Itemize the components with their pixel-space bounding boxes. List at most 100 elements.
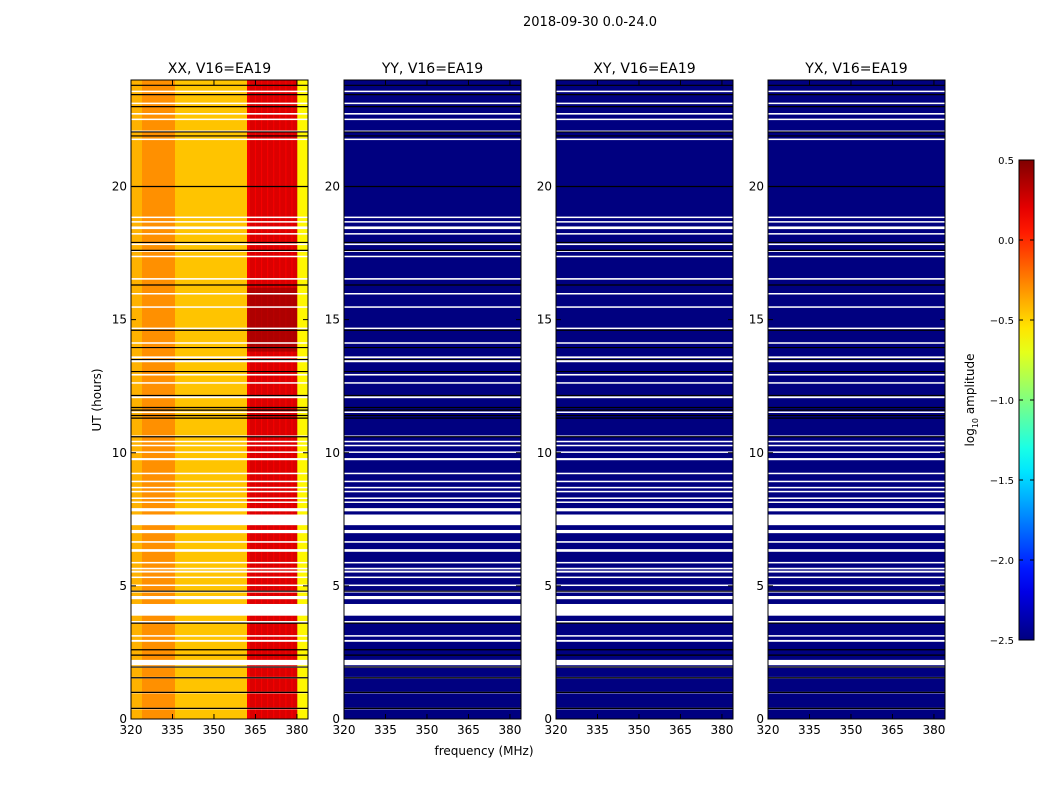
flagged-row bbox=[344, 440, 521, 443]
flagged-row bbox=[556, 570, 733, 573]
rfi-column bbox=[262, 80, 268, 719]
flagged-row bbox=[556, 250, 733, 252]
flagged-row bbox=[131, 561, 308, 564]
flagged-row bbox=[344, 226, 521, 230]
flagged-row bbox=[344, 216, 521, 219]
flagged-row bbox=[768, 451, 945, 453]
flagged-row bbox=[344, 595, 521, 600]
flagged-row bbox=[344, 603, 521, 616]
x-tick-label: 365 bbox=[881, 723, 904, 737]
panel-frame bbox=[767, 79, 946, 720]
panel-frame bbox=[555, 79, 734, 720]
y-tick-label: 5 bbox=[332, 579, 340, 593]
x-tick-label: 320 bbox=[757, 723, 780, 737]
flagged-row bbox=[344, 293, 521, 295]
y-tick-label: 20 bbox=[537, 180, 552, 194]
flagged-row bbox=[768, 226, 945, 230]
flagged-row bbox=[344, 373, 521, 376]
flagged-row bbox=[131, 639, 308, 642]
flagged-row bbox=[344, 490, 521, 493]
flagged-row bbox=[768, 216, 945, 219]
panel-2: YY, V16=EA19 320 335 350 365 380 0 5 10 15 20 bbox=[325, 61, 522, 737]
y-tick-label: 15 bbox=[537, 313, 552, 327]
flagged-row bbox=[131, 342, 308, 344]
flagged-row bbox=[768, 501, 945, 503]
flagged-row bbox=[556, 382, 733, 384]
flagged-row bbox=[131, 603, 308, 616]
flagged-row bbox=[344, 541, 521, 543]
flagged-row bbox=[556, 373, 733, 376]
flagged-row bbox=[768, 490, 945, 493]
y-tick-label: 10 bbox=[112, 446, 127, 460]
flagged-row bbox=[344, 382, 521, 384]
colorbar-gradient bbox=[1019, 160, 1034, 640]
x-tick-label: 350 bbox=[416, 723, 439, 737]
flagged-row bbox=[556, 342, 733, 344]
x-tick-label: 365 bbox=[457, 723, 480, 737]
flagged-row bbox=[556, 659, 733, 666]
y-tick-label: 15 bbox=[112, 313, 127, 327]
flagged-row bbox=[768, 396, 945, 399]
flagged-row bbox=[344, 570, 521, 573]
flagged-row bbox=[131, 360, 308, 363]
flagged-row bbox=[131, 576, 308, 579]
flagged-row bbox=[344, 411, 521, 413]
x-tick-label: 365 bbox=[669, 723, 692, 737]
flagged-row bbox=[131, 570, 308, 573]
flagged-row bbox=[131, 226, 308, 230]
y-tick-label: 15 bbox=[749, 313, 764, 327]
flagged-row bbox=[556, 639, 733, 642]
x-tick-label: 350 bbox=[203, 723, 226, 737]
x-tick-label: 350 bbox=[628, 723, 651, 737]
flagged-row bbox=[768, 243, 945, 246]
rfi-column bbox=[292, 80, 298, 719]
x-tick-label: 380 bbox=[498, 723, 521, 737]
y-tick-label: 0 bbox=[119, 712, 127, 726]
flagged-row bbox=[344, 584, 521, 587]
flagged-row bbox=[768, 497, 945, 499]
flagged-row bbox=[131, 382, 308, 384]
flagged-row bbox=[131, 293, 308, 295]
flagged-row bbox=[556, 595, 733, 600]
flagged-row bbox=[768, 444, 945, 447]
rfi-column bbox=[286, 80, 292, 719]
flagged-row bbox=[768, 514, 945, 526]
flagged-row bbox=[768, 529, 945, 534]
flagged-row bbox=[131, 501, 308, 503]
x-axis-label: frequency (MHz) bbox=[434, 744, 533, 758]
y-tick-label: 5 bbox=[756, 579, 764, 593]
flagged-row bbox=[768, 118, 945, 121]
flagged-row bbox=[131, 278, 308, 280]
flagged-row bbox=[344, 514, 521, 526]
colorbar-tick-label: −2.5 bbox=[990, 636, 1014, 647]
flagged-row bbox=[768, 486, 945, 489]
y-tick-label: 0 bbox=[332, 712, 340, 726]
colorbar-label-main: log bbox=[963, 428, 977, 446]
flagged-row bbox=[768, 635, 945, 637]
flagged-row bbox=[556, 293, 733, 295]
flagged-row bbox=[344, 451, 521, 453]
flagged-row bbox=[556, 529, 733, 534]
flagged-row bbox=[131, 327, 308, 330]
panel-frame bbox=[130, 79, 309, 720]
x-tick-label: 320 bbox=[545, 723, 568, 737]
flagged-row bbox=[344, 118, 521, 121]
figure-suptitle: 2018-09-30 0.0-24.0 bbox=[523, 15, 657, 30]
flagged-row bbox=[768, 458, 945, 461]
flagged-row bbox=[556, 541, 733, 543]
panel-4: YX, V16=EA19 320 335 350 365 380 0 5 10 15 20 bbox=[749, 61, 946, 737]
flagged-row bbox=[768, 411, 945, 413]
flagged-row bbox=[344, 444, 521, 447]
flagged-row bbox=[556, 226, 733, 230]
y-tick-label: 0 bbox=[544, 712, 552, 726]
flagged-row bbox=[768, 221, 945, 223]
flagged-row bbox=[344, 113, 521, 115]
x-tick-label: 335 bbox=[586, 723, 609, 737]
flagged-row bbox=[344, 396, 521, 399]
flagged-row bbox=[556, 497, 733, 499]
flagged-row bbox=[768, 360, 945, 363]
x-tick-label: 335 bbox=[798, 723, 821, 737]
colorbar-tick-label: −0.5 bbox=[990, 316, 1014, 327]
flagged-row bbox=[131, 458, 308, 461]
rfi-column bbox=[280, 80, 286, 719]
